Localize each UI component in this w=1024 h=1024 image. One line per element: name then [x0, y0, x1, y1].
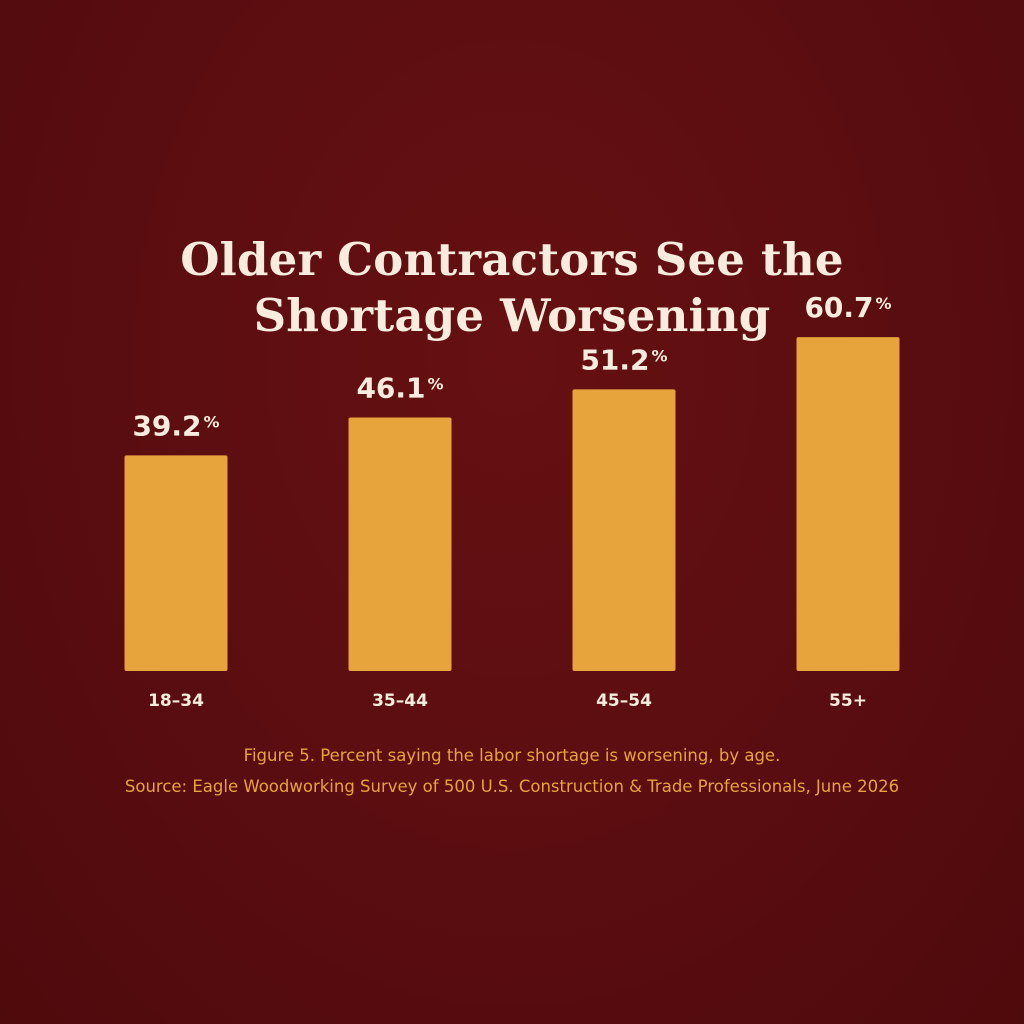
category-label-1: 18–34 — [148, 691, 204, 711]
value-label-4: 60.7% — [804, 291, 891, 324]
bar-3 — [572, 389, 676, 671]
chart-title: Older Contractors See the Shortage Worse… — [180, 233, 844, 342]
source-caption: Source: Eagle Woodworking Survey of 500 … — [124, 777, 900, 796]
category-label-4: 55+ — [829, 691, 867, 711]
bar-2 — [348, 417, 452, 671]
figure-caption: Figure 5. Percent saying the labor short… — [243, 746, 781, 765]
category-label-3: 45–54 — [596, 691, 652, 711]
value-label-2: 46.1% — [356, 371, 443, 404]
bar-4 — [796, 337, 900, 671]
category-label-2: 35–44 — [372, 691, 428, 711]
value-label-1: 39.2% — [132, 409, 219, 442]
value-label-3: 51.2% — [580, 343, 667, 376]
bar-1 — [124, 455, 228, 671]
